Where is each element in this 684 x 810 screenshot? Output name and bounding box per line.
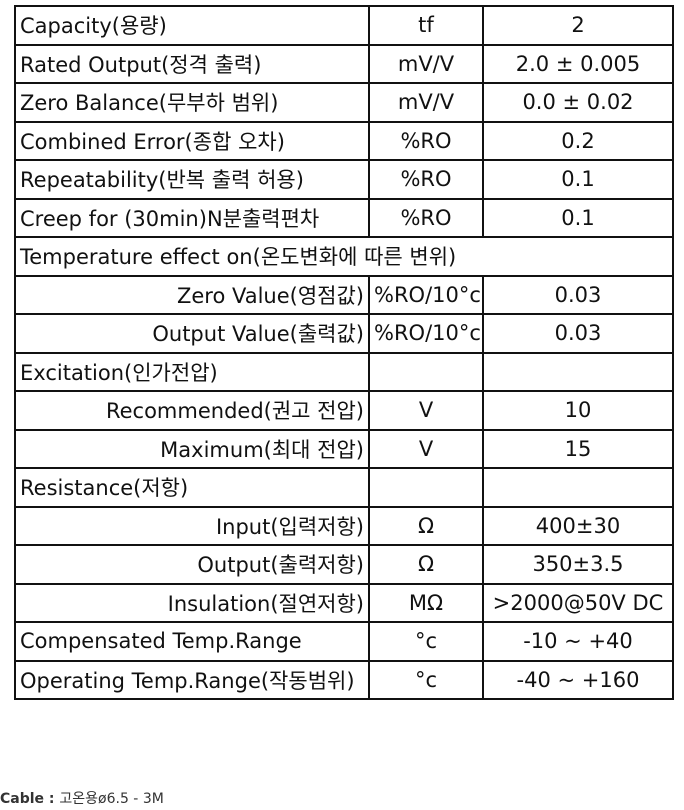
spec-unit: %RO/10°c bbox=[368, 313, 484, 354]
spec-value: 10 bbox=[482, 390, 674, 431]
spec-unit bbox=[368, 351, 484, 392]
spec-label: Recommended(권고 전압) bbox=[14, 390, 370, 431]
table-row: Compensated Temp.Range °c -10 ~ +40 bbox=[14, 621, 674, 662]
table-row: Insulation(절연저항) MΩ >2000@50V DC bbox=[14, 582, 674, 623]
spec-unit: %RO bbox=[368, 159, 484, 200]
spec-unit: %RO/10°c bbox=[368, 274, 484, 315]
spec-value: 400±30 bbox=[482, 505, 674, 546]
spec-unit: %RO bbox=[368, 120, 484, 161]
spec-unit: Ω bbox=[368, 505, 484, 546]
spec-unit: mV/V bbox=[368, 43, 484, 84]
table-row: Maximum(최대 전압) V 15 bbox=[14, 428, 674, 469]
table-row: Capacity(용량) tf 2 bbox=[14, 5, 674, 46]
spec-value: 0.03 bbox=[482, 313, 674, 354]
spec-table: Capacity(용량) tf 2 Rated Output(정격 출력) mV… bbox=[14, 5, 674, 700]
spec-unit: V bbox=[368, 428, 484, 469]
table-row: Excitation(인가전압) bbox=[14, 351, 674, 392]
spec-label: Output(출력저항) bbox=[14, 544, 370, 585]
spec-value: 2.0 ± 0.005 bbox=[482, 43, 674, 84]
spec-value: 2 bbox=[482, 5, 674, 46]
section-heading: Excitation(인가전압) bbox=[14, 351, 370, 392]
table-row: Temperature effect on(온도변화에 따른 변위) bbox=[14, 236, 674, 277]
cable-caption: Cable : 고온용ø6.5 - 3M bbox=[0, 788, 164, 808]
spec-label: Combined Error(종합 오차) bbox=[14, 120, 370, 161]
spec-value: 0.03 bbox=[482, 274, 674, 315]
spec-label: Compensated Temp.Range bbox=[14, 621, 370, 662]
spec-label: Zero Balance(무부하 범위) bbox=[14, 82, 370, 123]
spec-value: >2000@50V DC bbox=[482, 582, 674, 623]
table-row: Input(입력저항) Ω 400±30 bbox=[14, 505, 674, 546]
spec-unit: tf bbox=[368, 5, 484, 46]
spec-value bbox=[482, 467, 674, 508]
table-row: Repeatability(반복 출력 허용) %RO 0.1 bbox=[14, 159, 674, 200]
spec-unit: V bbox=[368, 390, 484, 431]
spec-unit: °c bbox=[368, 659, 484, 700]
spec-label: Input(입력저항) bbox=[14, 505, 370, 546]
table-row: Operating Temp.Range(작동범위) °c -40 ~ +160 bbox=[14, 659, 674, 700]
spec-value: -10 ~ +40 bbox=[482, 621, 674, 662]
table-row: Resistance(저항) bbox=[14, 467, 674, 508]
table-row: Output(출력저항) Ω 350±3.5 bbox=[14, 544, 674, 585]
table-row: Zero Value(영점값) %RO/10°c 0.03 bbox=[14, 274, 674, 315]
spec-label: Rated Output(정격 출력) bbox=[14, 43, 370, 84]
spec-value: 350±3.5 bbox=[482, 544, 674, 585]
spec-unit: MΩ bbox=[368, 582, 484, 623]
spec-value: 0.0 ± 0.02 bbox=[482, 82, 674, 123]
table-row: Recommended(권고 전압) V 10 bbox=[14, 390, 674, 431]
spec-unit: mV/V bbox=[368, 82, 484, 123]
spec-value: 0.1 bbox=[482, 197, 674, 238]
spec-value: 15 bbox=[482, 428, 674, 469]
spec-label: Insulation(절연저항) bbox=[14, 582, 370, 623]
spec-value: -40 ~ +160 bbox=[482, 659, 674, 700]
table-row: Rated Output(정격 출력) mV/V 2.0 ± 0.005 bbox=[14, 43, 674, 84]
spec-label: Maximum(최대 전압) bbox=[14, 428, 370, 469]
cable-label: Cable : bbox=[0, 791, 55, 807]
table-row: Combined Error(종합 오차) %RO 0.2 bbox=[14, 120, 674, 161]
spec-unit: °c bbox=[368, 621, 484, 662]
table-row: Creep for (30min)N분출력편차 %RO 0.1 bbox=[14, 197, 674, 238]
table-row: Output Value(출력값) %RO/10°c 0.03 bbox=[14, 313, 674, 354]
spec-label: Repeatability(반복 출력 허용) bbox=[14, 159, 370, 200]
spec-label: Output Value(출력값) bbox=[14, 313, 370, 354]
spec-label: Creep for (30min)N분출력편차 bbox=[14, 197, 370, 238]
spec-value bbox=[482, 351, 674, 392]
spec-label: Zero Value(영점값) bbox=[14, 274, 370, 315]
spec-unit bbox=[368, 467, 484, 508]
cable-value: 고온용ø6.5 - 3M bbox=[59, 791, 164, 807]
section-heading: Resistance(저항) bbox=[14, 467, 370, 508]
spec-label: Operating Temp.Range(작동범위) bbox=[14, 659, 370, 700]
section-heading: Temperature effect on(온도변화에 따른 변위) bbox=[14, 236, 674, 277]
spec-unit: %RO bbox=[368, 197, 484, 238]
spec-value: 0.2 bbox=[482, 120, 674, 161]
spec-label: Capacity(용량) bbox=[14, 5, 370, 46]
spec-value: 0.1 bbox=[482, 159, 674, 200]
spec-unit: Ω bbox=[368, 544, 484, 585]
table-row: Zero Balance(무부하 범위) mV/V 0.0 ± 0.02 bbox=[14, 82, 674, 123]
